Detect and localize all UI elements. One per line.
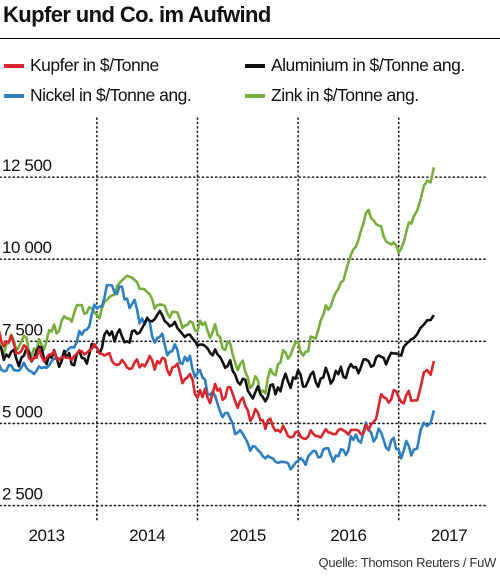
legend-label-kupfer: Kupfer in $/Tonne	[30, 55, 159, 75]
x-tick-label: 2014	[129, 526, 165, 545]
series-line-zink	[0, 167, 436, 395]
x-tick-label: 2015	[230, 526, 266, 545]
series-line-nickel	[0, 283, 436, 471]
x-tick-label: 2013	[28, 526, 64, 545]
x-tick-label: 2017	[431, 526, 467, 545]
legend-label-aluminium: Aluminium in $/Tonne ang.	[271, 55, 465, 75]
grid	[0, 117, 489, 523]
y-tick-label: 2 500	[2, 485, 43, 504]
title-divider	[0, 38, 500, 39]
y-tick-label: 7 500	[2, 320, 43, 339]
legend-swatch-aluminium	[245, 63, 265, 68]
series-line-aluminium	[0, 309, 435, 403]
x-tick-label: 2016	[330, 526, 366, 545]
series-lines	[0, 167, 436, 471]
y-tick-label: 5 000	[2, 402, 43, 421]
legend-item-nickel: Nickel in $/Tonne ang.	[4, 85, 192, 106]
legend-swatch-nickel	[4, 93, 24, 98]
source-note: Quelle: Thomson Reuters / FuW	[318, 555, 497, 570]
series-line-kupfer	[0, 329, 436, 441]
legend-item-kupfer: Kupfer in $/Tonne	[4, 55, 159, 76]
legend-label-nickel: Nickel in $/Tonne ang.	[30, 85, 192, 105]
legend-swatch-zink	[245, 93, 265, 98]
legend-item-aluminium: Aluminium in $/Tonne ang.	[245, 55, 465, 76]
chart-title: Kupfer und Co. im Aufwind	[3, 2, 271, 27]
y-tick-label: 10 000	[2, 238, 52, 257]
x-axis-ticks: 2013 2014 2015 2016 2017	[28, 526, 467, 545]
legend-swatch-kupfer	[4, 63, 24, 68]
y-tick-label: 12 500	[2, 156, 52, 175]
y-axis-ticks: 2 500 5 000 7 500 10 000 12 500	[2, 156, 52, 503]
legend-label-zink: Zink in $/Tonne ang.	[271, 85, 419, 105]
legend-item-zink: Zink in $/Tonne ang.	[245, 85, 419, 106]
